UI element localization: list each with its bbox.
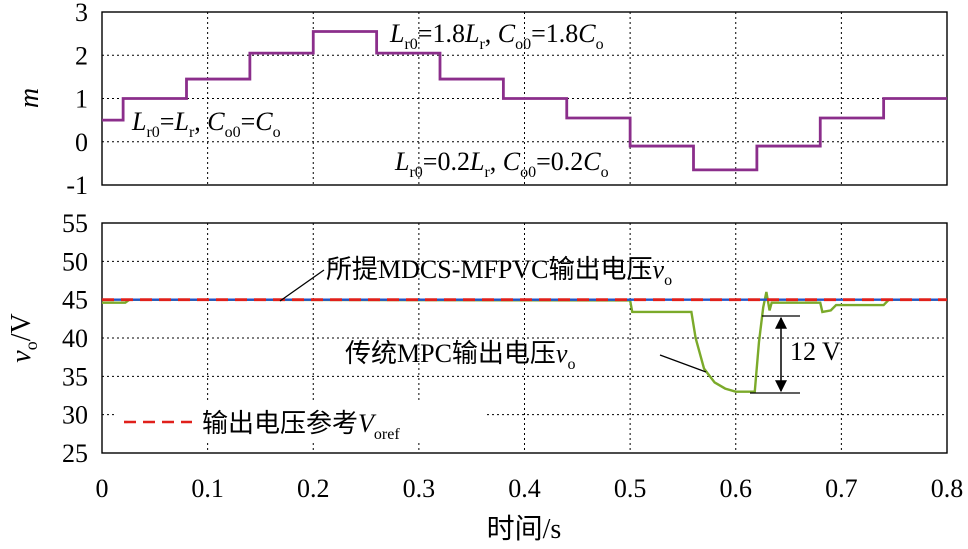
top-y-axis-label: m: [14, 88, 45, 108]
bottom-y-tick-label: 30: [62, 401, 88, 430]
delta-label: 12 V: [790, 337, 841, 366]
leader-proposed: [279, 269, 325, 302]
series-traditional-line: [102, 291, 947, 393]
legend-label-reference: 输出电压参考Voref: [202, 409, 400, 443]
x-tick-label: 0.8: [931, 474, 964, 503]
top-series: [102, 30, 947, 172]
x-tick-label: 0.7: [825, 474, 858, 503]
top-y-tick-label: 3: [75, 0, 88, 27]
x-tick-label: 0.1: [191, 474, 224, 503]
x-tick-label: 0.4: [508, 474, 541, 503]
top-y-tick-label: 2: [75, 41, 88, 70]
x-tick-label: 0.6: [720, 474, 753, 503]
top-y-tick-label: -1: [66, 171, 88, 200]
bottom-y-tick-label: 55: [62, 209, 88, 238]
bottom-y-tick-label: 35: [62, 362, 88, 391]
bottom-y-tick-label: 45: [62, 286, 88, 315]
x-tick-label: 0: [96, 474, 109, 503]
bottom-y-tick-label: 40: [62, 324, 88, 353]
label-traditional: 传统MPC输出电压vo: [345, 339, 575, 373]
bottom-axis-ticks: 0 0.1 0.2 0.3 0.4 0.5 0.6 0.7 0.8 25 30 35 40 45 50 55: [62, 209, 963, 503]
legend-background: [114, 402, 484, 442]
bottom-panel: 0 0.1 0.2 0.3 0.4 0.5 0.6 0.7 0.825303540455055 …: [6, 209, 963, 545]
legend: 输出电压参考Voref: [114, 402, 484, 443]
x-axis-label: 时间/s: [487, 513, 562, 545]
top-y-tick-label: 1: [75, 85, 88, 114]
bottom-series: [102, 291, 947, 393]
annotation-bottom: Lr0=0.2Lr, Co0=0.2Co: [394, 147, 609, 181]
x-tick-label: 0.3: [403, 474, 436, 503]
top-y-tick-label: 0: [75, 128, 88, 157]
annotation-top: Lr0=1.8Lr, Co0=1.8Co: [389, 19, 604, 53]
top-panel: -1 0 1 2 3 m Lr0=1.8Lr, Co0=1.8Co Lr0=Lr, Co…: [14, 0, 948, 200]
x-tick-label: 0.5: [614, 474, 647, 503]
leader-traditional: [659, 354, 707, 373]
annotation-middle: Lr0=Lr, Co0=Co: [131, 107, 281, 141]
bottom-y-tick-label: 25: [62, 439, 88, 468]
x-tick-label: 0.2: [297, 474, 330, 503]
top-y-ticks: -1 0 1 2 3: [66, 0, 88, 200]
bottom-y-axis-label: vo/V: [6, 313, 41, 362]
bottom-y-tick-label: 50: [62, 247, 88, 276]
label-proposed: 所提MDCS-MFPVC输出电压vo: [326, 255, 672, 289]
series-m-line: [102, 30, 947, 172]
